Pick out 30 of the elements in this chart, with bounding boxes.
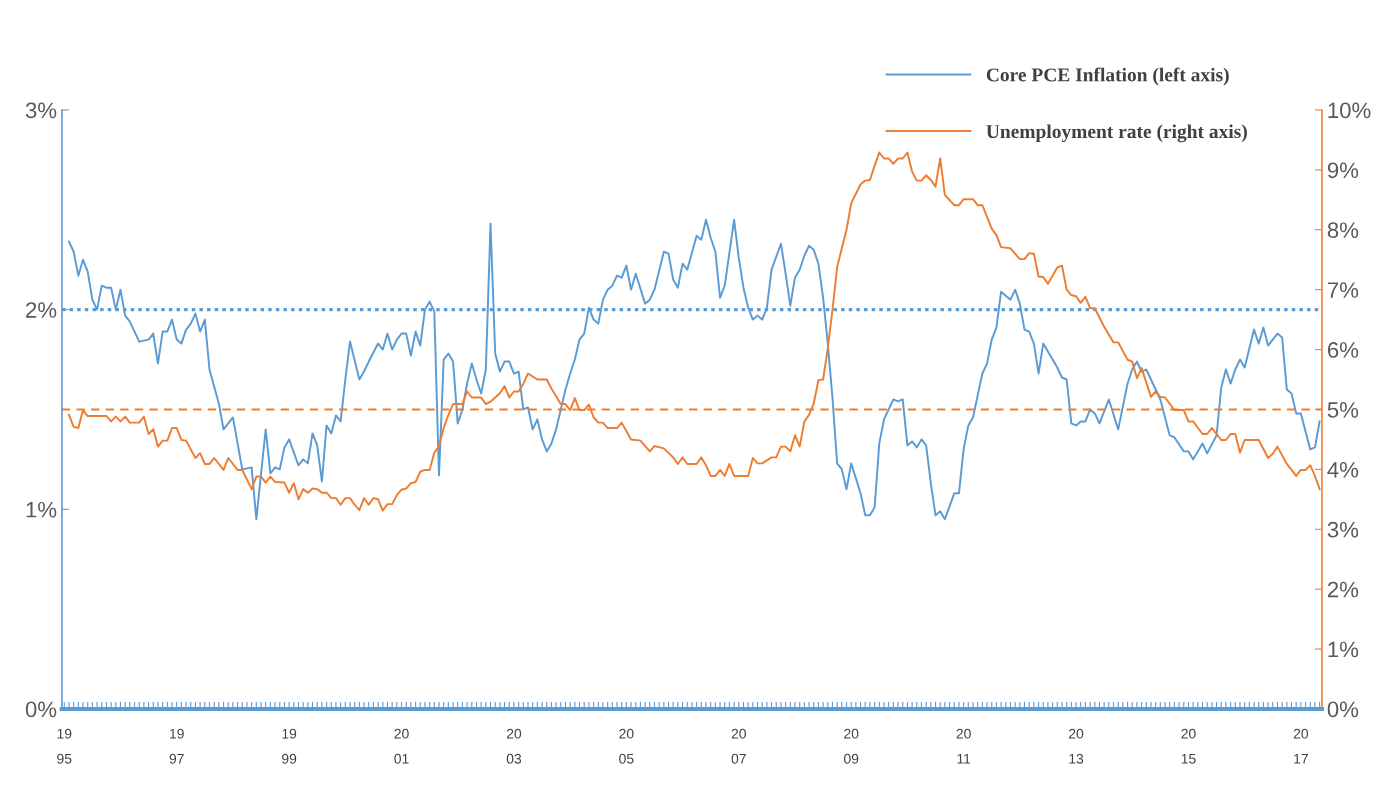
y2-tick-label: 10% — [1328, 102, 1371, 119]
x-tick-label: 20 09 — [844, 728, 859, 764]
x-tick-label: 20 07 — [731, 728, 746, 764]
y2-tick-label: 6% — [1327, 342, 1359, 358]
y2-tick-label: 0% — [1327, 701, 1359, 718]
x-tick-label: 20 03 — [506, 728, 522, 764]
y2-tick-label: 3% — [1327, 521, 1359, 538]
y2-tick-label: 4% — [1327, 462, 1359, 478]
x-tick-label: 20 15 — [1181, 728, 1196, 764]
y2-tick-label: 8% — [1327, 222, 1359, 239]
x-tick-label: 19 95 — [57, 728, 72, 764]
x-tick-label: 19 97 — [169, 728, 184, 764]
x-tick-label: 20 11 — [956, 728, 971, 764]
legend-label: Core PCE Inflation (left axis) — [986, 67, 1229, 86]
y-tick-label: 1% — [26, 501, 57, 518]
y2-tick-label: 1% — [1328, 641, 1359, 658]
x-tick-label: 20 05 — [619, 728, 634, 764]
y-tick-label: 2% — [26, 302, 57, 318]
y2-tick-label: 5% — [1327, 402, 1359, 418]
line-series — [67, 218, 1321, 521]
legend-label: Unemployment rate (right axis) — [986, 124, 1247, 143]
x-tick-label: 20 01 — [394, 728, 409, 764]
y-tick-label: 0% — [25, 701, 57, 718]
y2-tick-label: 2% — [1327, 581, 1359, 598]
x-tick-label: 19 99 — [282, 728, 297, 764]
y2-tick-label: 7% — [1327, 282, 1359, 298]
y2-tick-label: 9% — [1327, 162, 1359, 179]
y-tick-label: 3% — [25, 102, 57, 119]
x-tick-label: 20 13 — [1069, 728, 1084, 764]
x-tick-label: 20 17 — [1293, 728, 1309, 764]
